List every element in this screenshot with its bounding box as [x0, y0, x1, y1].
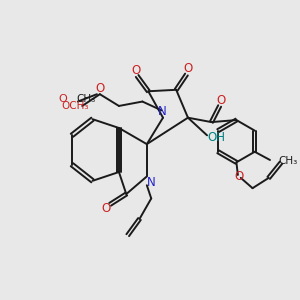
Text: OH: OH	[207, 131, 225, 144]
Text: O: O	[58, 94, 67, 104]
Text: O: O	[101, 202, 110, 215]
Text: O: O	[95, 82, 104, 95]
Text: N: N	[158, 105, 167, 118]
Text: N: N	[147, 176, 156, 189]
Text: O: O	[235, 170, 244, 183]
Text: O: O	[183, 62, 192, 75]
Text: O: O	[131, 64, 141, 76]
Text: CH₃: CH₃	[76, 94, 96, 104]
Text: O: O	[216, 94, 226, 106]
Text: CH₃: CH₃	[278, 157, 298, 166]
Text: OCH₃: OCH₃	[61, 101, 88, 111]
